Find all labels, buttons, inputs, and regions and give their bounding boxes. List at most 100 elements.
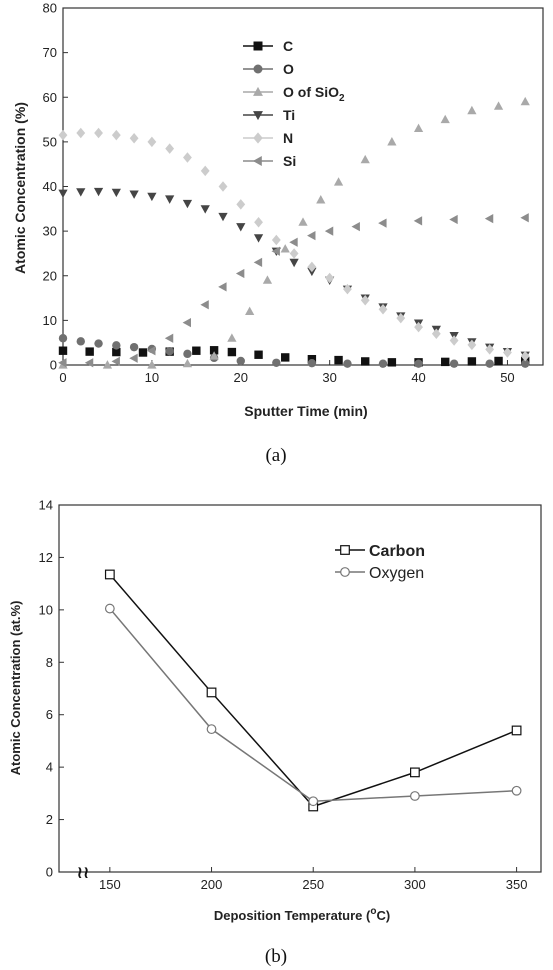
chart-a-point-ti — [289, 258, 299, 268]
chart-b-y-tick-label: 4 — [46, 760, 53, 775]
chart-a-legend-label-c: C — [283, 38, 293, 54]
chart-a-point-si — [129, 353, 138, 363]
chart-a-point-n — [431, 328, 441, 340]
chart-b-y-tick-label: 0 — [46, 865, 53, 880]
chart-a-point-n — [289, 248, 299, 259]
chart-a-point-c — [494, 356, 503, 366]
chart-a-point-o-of-sio — [280, 244, 290, 253]
chart-a-legend-marker-c — [253, 41, 263, 51]
chart-a-point-c — [209, 346, 219, 355]
chart-b-x-tick-label: 150 — [99, 877, 121, 892]
chart-a-legend-label-o-of-sio: O of SiO2 — [283, 84, 345, 104]
chart-a-point-c — [361, 357, 370, 366]
chart-b-y-tick-label: 12 — [39, 550, 53, 565]
chart-b-line-carbon — [109, 573, 517, 808]
chart-b-x-tick-label: 200 — [201, 877, 223, 892]
chart-a-point-si — [147, 346, 156, 356]
chart-a-legend-marker-ti — [253, 111, 263, 121]
chart-a-point-n — [307, 261, 317, 273]
chart-b-x-tick-label: 300 — [404, 877, 426, 892]
chart-a-point-n — [271, 234, 281, 246]
chart-a-point-si — [449, 214, 458, 225]
chart-a-point-c — [387, 358, 397, 367]
chart-a-point-c — [58, 346, 68, 355]
chart-a-point-n — [254, 216, 263, 228]
chart-a-point-o — [183, 349, 192, 359]
chart-a-point-n — [165, 143, 175, 154]
chart-a-point-ti — [111, 188, 121, 198]
chart-b-axis-break-symbol: ≀≀ — [77, 863, 90, 883]
chart-b-point-carbon — [104, 569, 115, 580]
chart-a-point-c — [254, 350, 263, 359]
chart-a-point-n — [485, 344, 495, 355]
chart-a-point-c — [112, 347, 121, 357]
chart-a-legend-marker-si — [252, 156, 262, 166]
chart-a-point-o — [414, 359, 423, 368]
chart-a-legend-marker-o-of-sio — [253, 86, 263, 96]
chart-a-legend-marker-n — [253, 132, 263, 144]
chart-a-legend-label-n: N — [283, 130, 293, 146]
chart-a-y-tick-label: 10 — [43, 313, 57, 328]
chart-a-point-o — [378, 359, 388, 368]
chart-a-point-ti — [200, 205, 210, 214]
chart-a-point-o-of-sio — [387, 137, 397, 146]
chart-a-point-si — [351, 222, 360, 232]
chart-b-point-carbon — [206, 687, 217, 698]
chart-a-point-n — [467, 339, 477, 351]
chart-a-y-tick-label: 50 — [43, 134, 57, 149]
chart-b-point-oxygen — [410, 791, 420, 801]
chart-a-point-o-of-sio — [520, 96, 530, 106]
chart-a-point-n — [236, 199, 246, 210]
chart-a-point-c — [227, 347, 237, 357]
chart-a-point-o-of-sio — [262, 275, 273, 284]
chart-a-point-c — [334, 355, 343, 365]
chart-b-x-tick-label: 350 — [506, 877, 528, 892]
chart-a-point-ti — [236, 223, 246, 232]
chart-a-point-si — [289, 237, 298, 247]
chart-a-point-n — [449, 335, 459, 346]
chart-a-x-tick-label: 10 — [145, 370, 159, 385]
chart-a-point-si — [307, 230, 316, 241]
chart-a-point-o — [112, 341, 121, 350]
chart-a-point-n — [325, 272, 335, 284]
chart-a-plot-frame — [62, 7, 544, 366]
chart-a-axes: 0 10 20 30 40 50 0 10 20 30 40 50 60 70 80 — [43, 1, 515, 386]
chart-a-y-tick-label: 20 — [43, 268, 57, 283]
chart-a-point-o — [129, 342, 139, 352]
chart-a-x-tick-label: 30 — [322, 370, 336, 385]
chart-a-point-n — [94, 127, 103, 139]
chart-b-caption: (b) — [265, 946, 287, 967]
chart-b-y-tick-label: 2 — [46, 812, 53, 827]
chart-a-point-si — [520, 213, 529, 223]
chart-a-point-o — [521, 359, 530, 368]
chart-a-point-si — [324, 226, 334, 236]
chart-a-point-ti — [76, 188, 86, 197]
chart-b-y-axis-label: Atomic Concentration (at.%) — [8, 601, 23, 776]
chart-a-point-o-of-sio — [182, 358, 193, 368]
chart-a-point-n — [147, 136, 157, 148]
chart-b-x-axis-label-tail: C) — [376, 908, 390, 923]
chart-a-point-o — [94, 339, 103, 348]
chart-a-point-n — [360, 295, 370, 306]
chart-a-x-tick-label: 50 — [500, 370, 514, 385]
chart-b-plot-frame — [58, 504, 542, 873]
chart-a-point-n — [200, 165, 210, 177]
chart-a-point-c — [441, 357, 450, 367]
chart-a-point-ti — [182, 199, 193, 209]
chart-b-point-oxygen — [104, 603, 115, 614]
chart-a-point-n — [58, 129, 68, 141]
chart-a-point-ti — [147, 192, 157, 202]
chart-a-point-si — [271, 246, 280, 256]
chart-a-point-si — [200, 300, 209, 310]
chart-a-point-o — [485, 359, 494, 368]
chart-a-point-n — [503, 347, 512, 358]
chart-b-y-tick-label: 6 — [46, 707, 53, 722]
chart-a-point-si — [164, 333, 174, 343]
chart-a-point-o-of-sio — [333, 177, 344, 186]
chart-a-point-n — [343, 283, 352, 295]
chart-a-point-c — [192, 346, 201, 355]
chart-a-point-c — [138, 348, 148, 357]
chart-a-legend-label-o: O — [283, 61, 294, 77]
chart-a-point-si — [84, 358, 94, 368]
